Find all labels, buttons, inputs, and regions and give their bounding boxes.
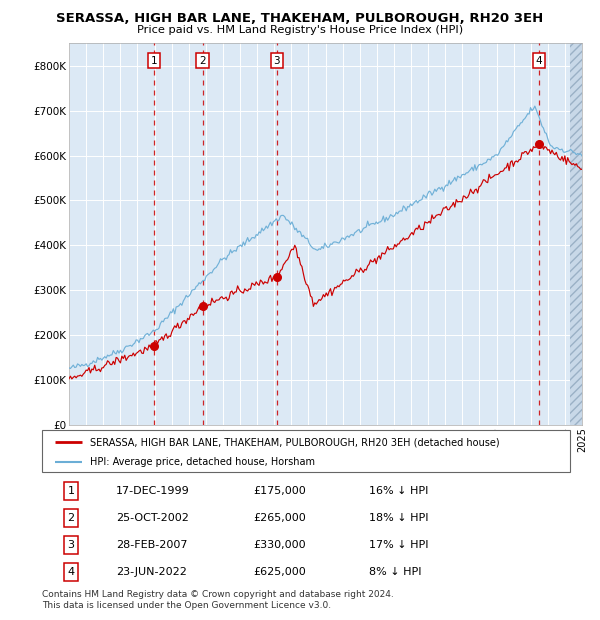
- Text: 3: 3: [274, 56, 280, 66]
- Text: 16% ↓ HPI: 16% ↓ HPI: [370, 486, 429, 496]
- Text: 2: 2: [199, 56, 206, 66]
- Text: 18% ↓ HPI: 18% ↓ HPI: [370, 513, 429, 523]
- Text: 28-FEB-2007: 28-FEB-2007: [116, 540, 187, 550]
- Text: Price paid vs. HM Land Registry's House Price Index (HPI): Price paid vs. HM Land Registry's House …: [137, 25, 463, 35]
- Text: £265,000: £265,000: [253, 513, 306, 523]
- Text: 17% ↓ HPI: 17% ↓ HPI: [370, 540, 429, 550]
- Text: 1: 1: [151, 56, 157, 66]
- Text: Contains HM Land Registry data © Crown copyright and database right 2024.: Contains HM Land Registry data © Crown c…: [42, 590, 394, 600]
- Text: This data is licensed under the Open Government Licence v3.0.: This data is licensed under the Open Gov…: [42, 601, 331, 611]
- Text: SERASSA, HIGH BAR LANE, THAKEHAM, PULBOROUGH, RH20 3EH: SERASSA, HIGH BAR LANE, THAKEHAM, PULBOR…: [56, 12, 544, 25]
- Text: 4: 4: [535, 56, 542, 66]
- Text: 2: 2: [67, 513, 74, 523]
- Text: HPI: Average price, detached house, Horsham: HPI: Average price, detached house, Hors…: [89, 457, 314, 467]
- Text: £330,000: £330,000: [253, 540, 306, 550]
- Bar: [570, 43, 582, 425]
- Text: 25-OCT-2002: 25-OCT-2002: [116, 513, 189, 523]
- Text: £175,000: £175,000: [253, 486, 306, 496]
- Text: SERASSA, HIGH BAR LANE, THAKEHAM, PULBOROUGH, RH20 3EH (detached house): SERASSA, HIGH BAR LANE, THAKEHAM, PULBOR…: [89, 437, 499, 447]
- Text: 23-JUN-2022: 23-JUN-2022: [116, 567, 187, 577]
- Text: 17-DEC-1999: 17-DEC-1999: [116, 486, 190, 496]
- Text: £625,000: £625,000: [253, 567, 306, 577]
- Text: 3: 3: [68, 540, 74, 550]
- Text: 8% ↓ HPI: 8% ↓ HPI: [370, 567, 422, 577]
- Text: 4: 4: [67, 567, 74, 577]
- Text: 1: 1: [68, 486, 74, 496]
